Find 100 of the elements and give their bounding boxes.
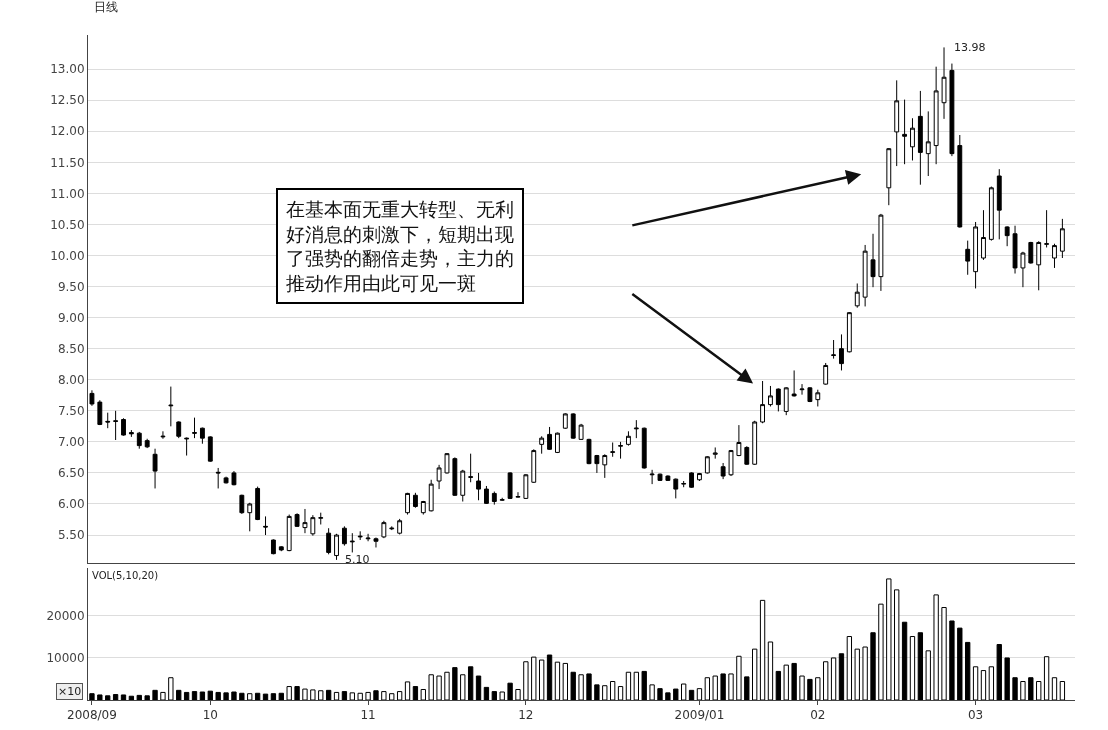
bar [475, 675, 482, 700]
y-tick-label: 13.00 [50, 62, 85, 77]
candlestick [334, 533, 339, 561]
candlestick [184, 437, 190, 457]
y-tick-label: 12.00 [50, 124, 85, 139]
bar [894, 589, 900, 700]
bar [862, 646, 868, 700]
bar [988, 666, 995, 700]
candlestick [1020, 251, 1026, 288]
bar [578, 674, 584, 700]
bar [949, 620, 955, 700]
candlestick [1012, 225, 1018, 275]
bar [507, 682, 513, 700]
bar [1043, 656, 1050, 700]
candlestick [365, 533, 371, 542]
bar [333, 691, 340, 700]
candlestick [1059, 218, 1065, 259]
candlestick [444, 452, 450, 475]
candlestick [602, 453, 608, 479]
bar [215, 691, 221, 700]
candlestick [831, 339, 837, 360]
candlestick [878, 213, 884, 292]
bar [160, 691, 166, 700]
bar [665, 692, 671, 700]
y-tick-label: 11.00 [50, 186, 85, 201]
bar [365, 691, 371, 700]
candlestick [263, 515, 268, 536]
bar [823, 661, 829, 700]
bar [286, 686, 292, 700]
x-tick-label: 02 [810, 708, 826, 723]
candlestick [136, 431, 142, 450]
text: ×10 [58, 685, 82, 698]
bar [1012, 677, 1018, 700]
candlestick [626, 430, 631, 447]
bar [586, 673, 592, 700]
bar [136, 694, 142, 700]
candlestick [807, 386, 813, 403]
candlestick [547, 426, 552, 451]
candlestick [870, 233, 876, 288]
candlestick [586, 438, 592, 465]
annotation: VOL(5,10,20) [92, 570, 159, 581]
candlestick [97, 399, 103, 426]
bar [633, 671, 639, 700]
candlestick [223, 476, 229, 484]
bar [373, 690, 379, 700]
candlestick [649, 469, 655, 485]
bar [933, 594, 939, 700]
candlestick [720, 462, 726, 480]
candlestick [862, 244, 868, 307]
bar [625, 671, 632, 700]
bar [815, 677, 821, 700]
bar [830, 657, 837, 700]
candlestick [783, 386, 789, 416]
bar [452, 667, 458, 700]
bar [318, 690, 324, 700]
candlestick [539, 435, 545, 455]
bar [846, 636, 853, 700]
candlestick [341, 525, 347, 547]
bar [404, 681, 411, 700]
bar [302, 688, 308, 700]
candlestick [799, 383, 805, 396]
candlestick [673, 478, 679, 499]
candlestick [160, 430, 166, 440]
bar [996, 644, 1002, 700]
bar [901, 621, 908, 700]
annotation: 5.10 [345, 553, 370, 566]
y-tick-label: 10.50 [50, 217, 85, 232]
bar [704, 677, 711, 700]
bar [1028, 677, 1034, 700]
candlestick [854, 282, 860, 309]
candlestick [1004, 225, 1010, 247]
candlestick [215, 467, 221, 489]
bar [957, 627, 963, 700]
candlestick [973, 221, 979, 289]
candlestick [562, 412, 568, 430]
candlestick [460, 469, 466, 502]
bar [436, 675, 442, 700]
bar [720, 673, 726, 700]
bar [199, 691, 206, 700]
x-tick-label: 11 [360, 708, 376, 723]
y-tick-label: 6.00 [57, 497, 85, 512]
y-tick-label: 12.50 [50, 93, 85, 108]
bar [428, 674, 434, 700]
bar [1059, 681, 1066, 700]
bar [807, 678, 813, 700]
bar [325, 689, 332, 700]
candlestick [326, 527, 332, 555]
candlestick [420, 500, 426, 516]
candlestick [484, 485, 489, 505]
bar [649, 684, 655, 700]
y-tick-label: 20000 [46, 609, 85, 624]
candlestick [476, 472, 481, 501]
bar [183, 691, 190, 700]
bar [941, 607, 947, 700]
candlestick [823, 362, 829, 386]
bar [925, 650, 931, 700]
bar [570, 671, 576, 700]
candlestick [373, 538, 379, 548]
candlestick [760, 380, 765, 424]
bar [602, 685, 608, 700]
